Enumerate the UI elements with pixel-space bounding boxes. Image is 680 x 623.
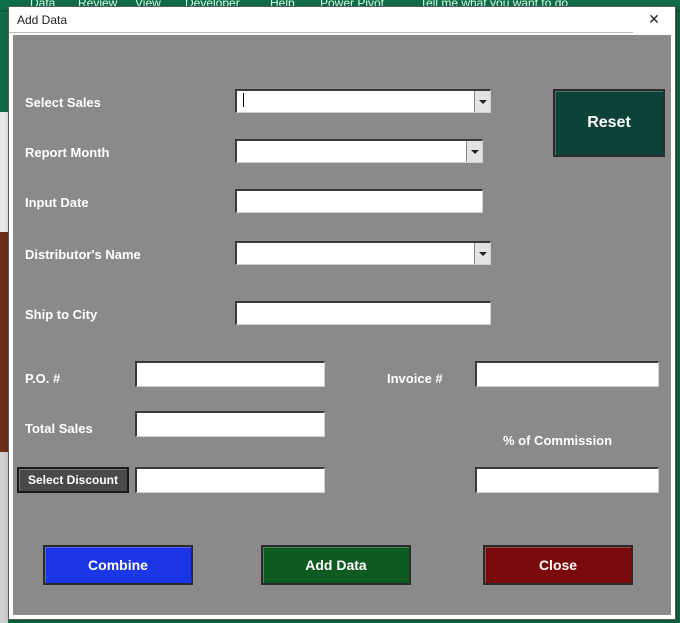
distributor-combo[interactable] xyxy=(235,241,491,265)
reset-button-label: Reset xyxy=(587,114,631,132)
label-input-date: Input Date xyxy=(25,195,89,210)
dialog-body: Select Sales Reset Report Month Input Da… xyxy=(13,35,671,615)
combine-button[interactable]: Combine xyxy=(43,545,193,585)
commission-field[interactable] xyxy=(475,467,659,493)
input-date-field[interactable] xyxy=(235,189,483,213)
chevron-down-icon[interactable] xyxy=(474,243,490,264)
add-data-dialog: Add Data ✕ Select Sales Reset Report Mon… xyxy=(8,6,676,620)
text-cursor xyxy=(243,93,244,107)
total-sales-field[interactable] xyxy=(135,411,325,437)
report-month-combo[interactable] xyxy=(235,139,483,163)
combine-button-label: Combine xyxy=(88,557,148,573)
left-background-sliver xyxy=(0,12,8,623)
chevron-down-icon[interactable] xyxy=(474,91,490,112)
label-commission: % of Commission xyxy=(503,433,612,448)
select-sales-input[interactable] xyxy=(237,91,474,112)
close-icon[interactable]: ✕ xyxy=(633,7,675,33)
chevron-down-icon[interactable] xyxy=(466,141,482,162)
distributor-input[interactable] xyxy=(237,243,474,264)
close-button[interactable]: Close xyxy=(483,545,633,585)
label-ship-city: Ship to City xyxy=(25,307,97,322)
close-button-label: Close xyxy=(539,557,577,573)
ship-city-field[interactable] xyxy=(235,301,491,325)
select-discount-label: Select Discount xyxy=(28,473,118,487)
discount-field[interactable] xyxy=(135,467,325,493)
label-select-sales: Select Sales xyxy=(25,95,101,110)
dialog-titlebar: Add Data ✕ xyxy=(9,7,675,33)
invoice-field[interactable] xyxy=(475,361,659,387)
add-data-button-label: Add Data xyxy=(305,557,366,573)
label-report-month: Report Month xyxy=(25,145,109,160)
label-distributor: Distributor's Name xyxy=(25,247,141,262)
add-data-button[interactable]: Add Data xyxy=(261,545,411,585)
label-total-sales: Total Sales xyxy=(25,421,93,436)
report-month-input[interactable] xyxy=(237,141,466,162)
label-po: P.O. # xyxy=(25,371,60,386)
select-discount-button[interactable]: Select Discount xyxy=(17,467,129,493)
select-sales-combo[interactable] xyxy=(235,89,491,113)
reset-button[interactable]: Reset xyxy=(553,89,665,157)
dialog-title: Add Data xyxy=(17,13,67,27)
label-invoice: Invoice # xyxy=(387,371,443,386)
po-field[interactable] xyxy=(135,361,325,387)
